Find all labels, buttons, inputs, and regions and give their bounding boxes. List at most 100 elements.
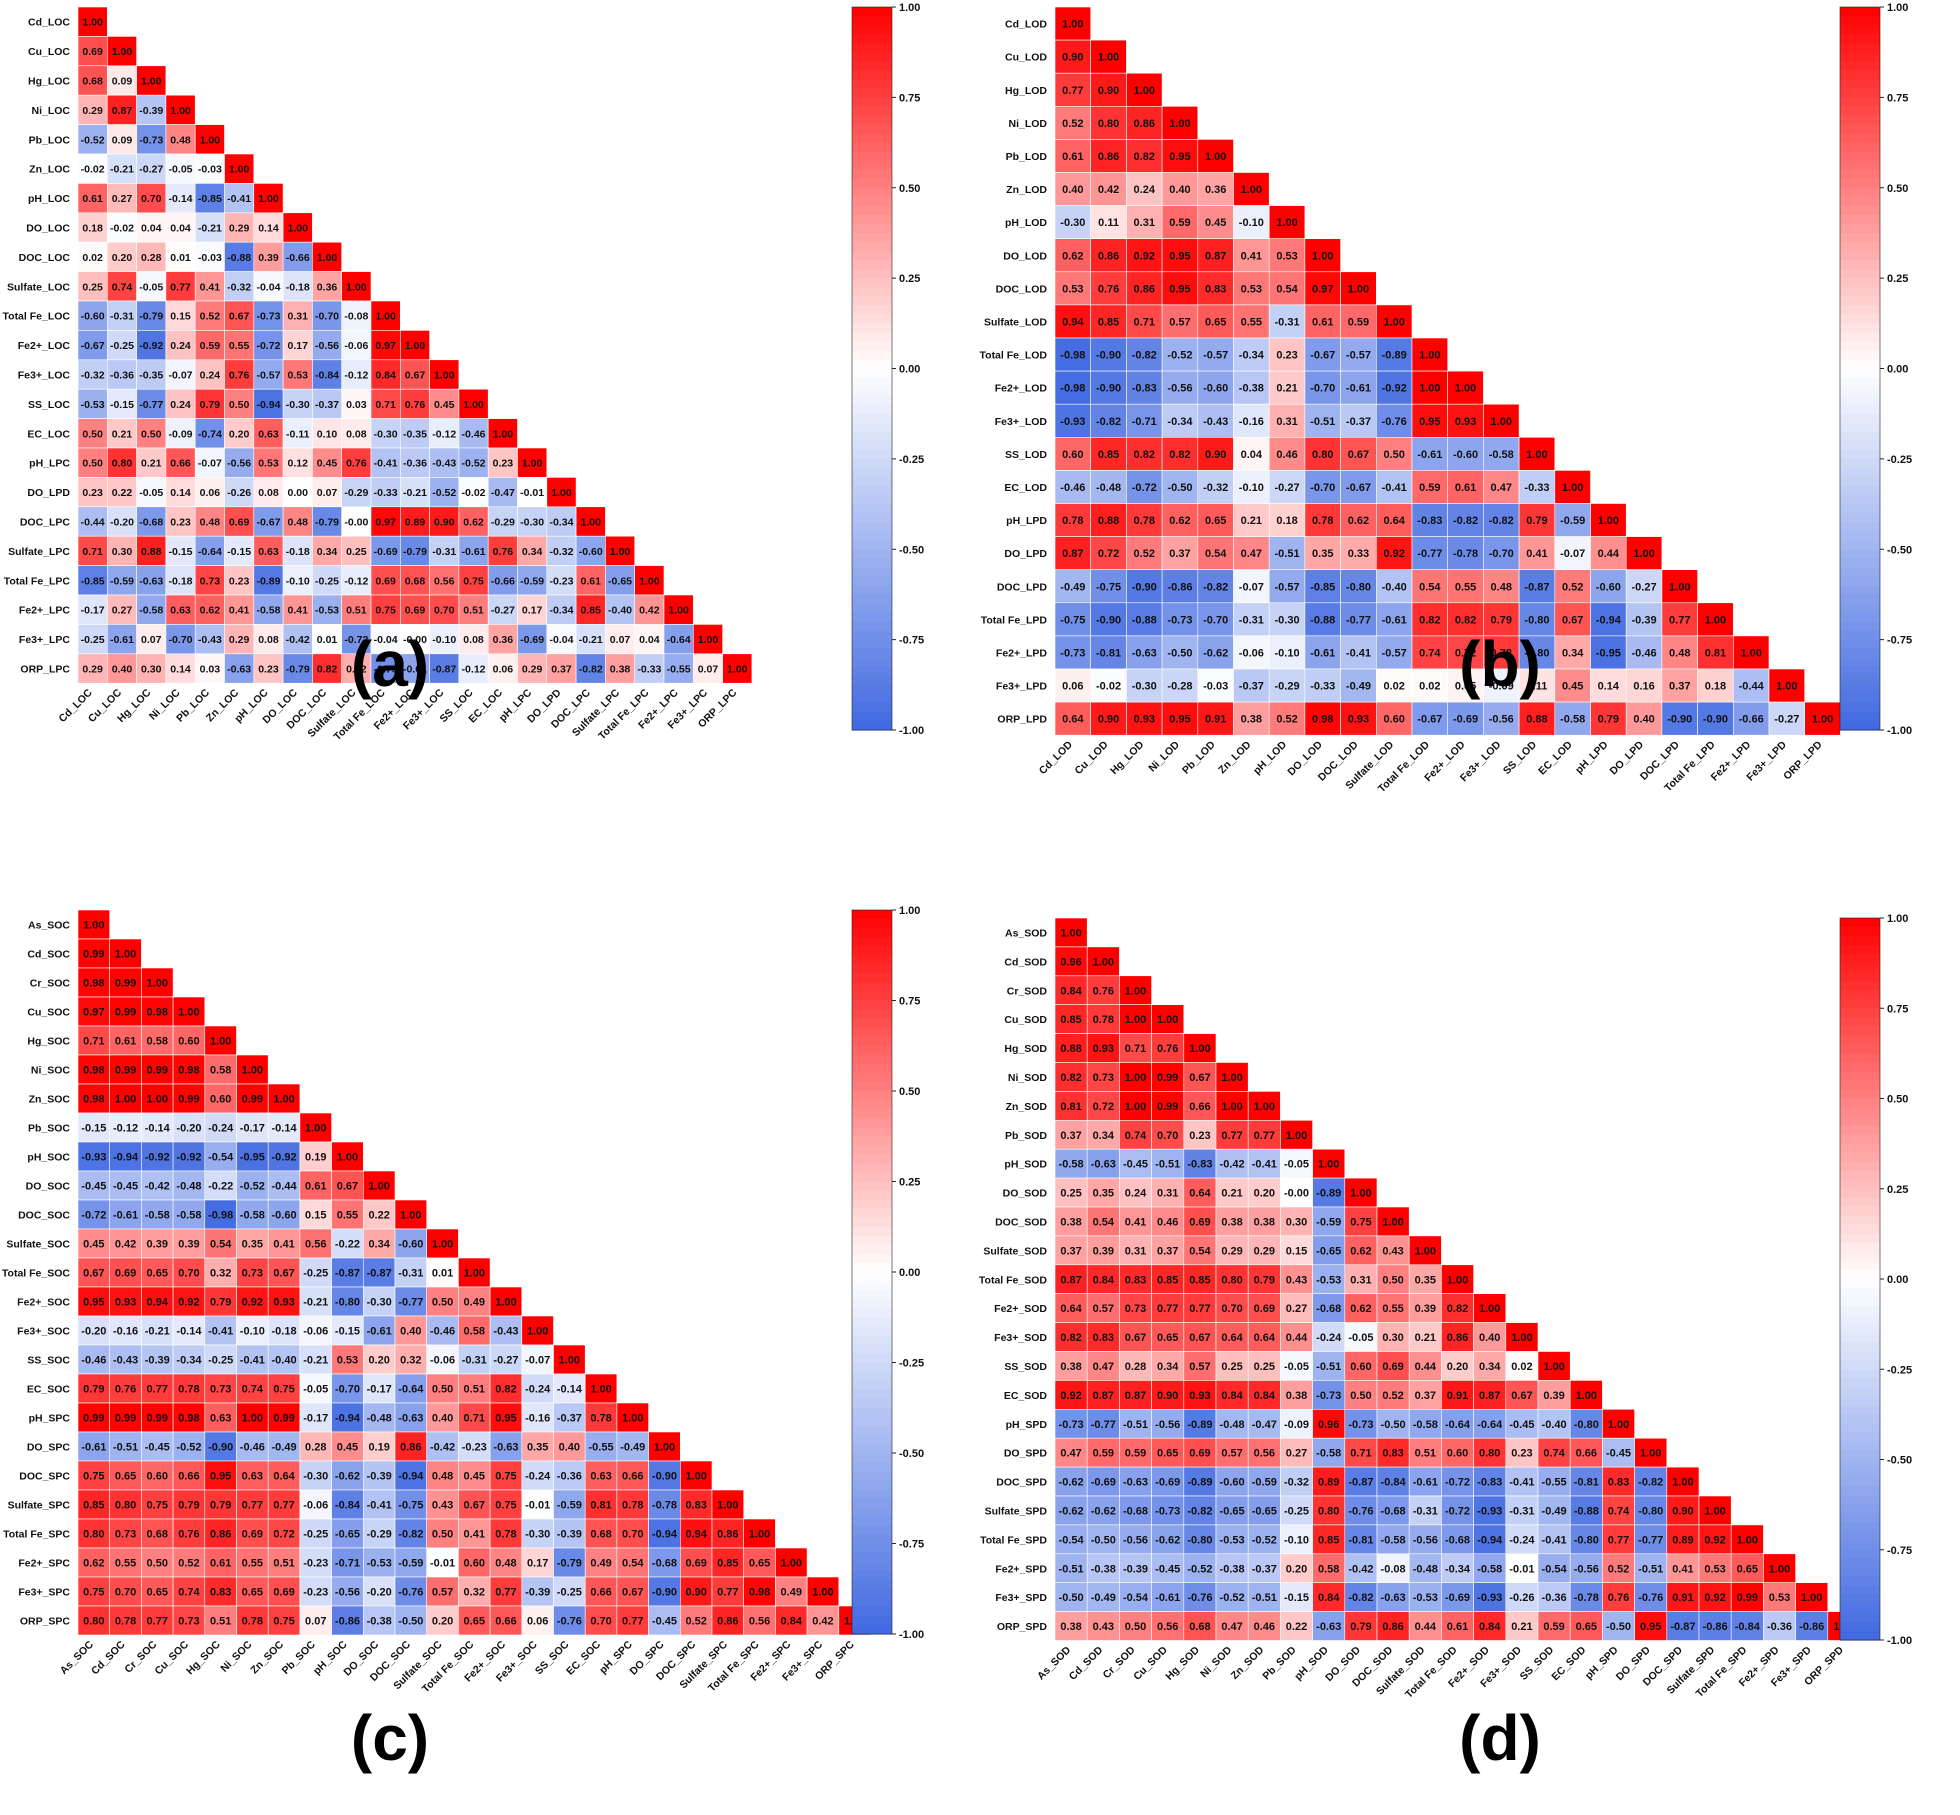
colorbar-segment <box>852 1471 892 1481</box>
cell-value-label: -0.90 <box>1096 383 1121 395</box>
colorbar-segment <box>1840 70 1880 80</box>
colorbar-segment <box>852 1453 892 1463</box>
cell-value-label: 0.65 <box>115 1471 136 1483</box>
colorbar-tick-label: 0.25 <box>899 1177 920 1189</box>
cell-value-label: 0.68 <box>82 76 103 88</box>
cell-value-label: 0.82 <box>1419 614 1440 626</box>
colorbar-segment <box>852 1027 892 1038</box>
cell-value-label: 0.56 <box>305 1239 326 1251</box>
cell-value-label: -0.05 <box>1348 1332 1373 1344</box>
colorbar-segment <box>1840 1260 1880 1271</box>
cell-value-label: 0.21 <box>1276 383 1297 395</box>
cell-value-label: -0.31 <box>1509 1505 1534 1517</box>
cell-value-label: -0.24 <box>525 1384 551 1396</box>
cell-value-label: -0.56 <box>227 458 251 470</box>
x-tick-label: Ni_LOD <box>1146 739 1182 775</box>
cell-value-label: 0.52 <box>1062 118 1083 130</box>
cell-value-label: -0.05 <box>1284 1159 1309 1171</box>
cell-value-label: -0.69 <box>1445 1592 1470 1604</box>
cell-value-label: -0.69 <box>1453 714 1478 726</box>
cell-value-label: 0.02 <box>1419 681 1440 693</box>
colorbar-segment <box>852 1534 892 1545</box>
cell-value-label: -0.64 <box>1445 1419 1471 1431</box>
colorbar-tick-label: 1.00 <box>1887 913 1908 925</box>
cell-value-label: 1.00 <box>1543 1361 1564 1373</box>
cell-value-label: 0.73 <box>1093 1072 1114 1084</box>
cell-value-label: -0.37 <box>1239 681 1264 693</box>
cell-value-label: -0.70 <box>335 1384 360 1396</box>
cell-value-label: 0.28 <box>141 252 162 264</box>
cell-value-label: 0.27 <box>112 193 133 205</box>
cell-value-label: 0.80 <box>112 458 133 470</box>
cell-value-label: -0.20 <box>176 1123 201 1135</box>
colorbar-segment <box>1840 684 1880 695</box>
cell-value-label: 0.71 <box>83 1036 104 1048</box>
colorbar-segment <box>1840 1603 1880 1614</box>
colorbar-segment <box>852 142 892 153</box>
cell-value-label: 0.06 <box>200 487 221 499</box>
cell-value-label: 0.71 <box>464 1413 485 1425</box>
cell-value-label: 0.29 <box>1221 1245 1242 1257</box>
cell-value-label: -0.61 <box>367 1326 392 1338</box>
cell-value-label: 0.34 <box>522 546 543 558</box>
cell-value-label: 0.47 <box>1060 1448 1081 1460</box>
heatmap-cell <box>77 36 108 67</box>
cell-value-label: -0.72 <box>1132 482 1157 494</box>
cell-value-label: -0.59 <box>1316 1216 1341 1228</box>
cell-value-label: 0.07 <box>317 487 338 499</box>
cell-value-label: -0.25 <box>110 340 134 352</box>
colorbar-segment <box>852 1462 892 1472</box>
colorbar-segment <box>1840 1558 1880 1569</box>
cell-value-label: -0.94 <box>1596 614 1622 626</box>
cell-value-label: 0.77 <box>242 1500 263 1512</box>
colorbar-segment <box>852 1371 892 1382</box>
cell-value-label: 0.67 <box>1348 449 1369 461</box>
cell-value-label: 0.77 <box>1669 614 1690 626</box>
cell-value-label: 0.83 <box>1205 283 1226 295</box>
cell-value-label: -0.07 <box>1239 581 1264 593</box>
cell-value-label: -0.47 <box>1252 1419 1277 1431</box>
cell-value-label: 0.62 <box>83 1558 104 1570</box>
cell-value-label: 0.64 <box>1060 1303 1082 1315</box>
cell-value-label: -0.45 <box>81 1181 106 1193</box>
colorbar-segment <box>1840 1315 1880 1325</box>
cell-value-label: 0.49 <box>590 1558 611 1570</box>
cell-value-label: 0.01 <box>432 1268 453 1280</box>
x-tick-label: Hg_SOD <box>1163 1644 1202 1683</box>
colorbar-segment <box>1840 395 1880 406</box>
cell-value-label: 0.30 <box>1382 1332 1403 1344</box>
cell-value-label: 0.92 <box>1383 548 1404 560</box>
cell-value-label: -0.70 <box>315 311 339 323</box>
cell-value-label: -0.21 <box>198 223 222 235</box>
colorbar-segment <box>1840 431 1880 442</box>
colorbar-segment <box>1840 1360 1880 1370</box>
colorbar-segment <box>1840 1279 1880 1289</box>
cell-value-label: 0.47 <box>1491 482 1512 494</box>
y-tick-label: Sulfate_LOC <box>7 281 70 293</box>
y-tick-label: DOC_LPD <box>997 581 1048 593</box>
cell-value-label: -0.60 <box>579 546 603 558</box>
cell-value-label: 0.50 <box>1350 1390 1371 1402</box>
colorbar-segment <box>852 260 892 270</box>
cell-value-label: 0.55 <box>1382 1303 1403 1315</box>
cell-value-label: 0.48 <box>288 517 309 529</box>
cell-value-label: -0.58 <box>1477 1563 1502 1575</box>
cell-value-label: 0.41 <box>288 605 309 617</box>
cell-value-label: 0.58 <box>210 1065 231 1077</box>
cell-value-label: 1.00 <box>141 76 162 88</box>
cell-value-label: -0.30 <box>374 428 398 440</box>
cell-value-label: -0.44 <box>81 517 105 529</box>
cell-value-label: 0.85 <box>1318 1534 1339 1546</box>
cell-value-label: -0.81 <box>1096 647 1121 659</box>
cell-value-label: 0.90 <box>1205 449 1226 461</box>
colorbar-segment <box>852 955 892 965</box>
colorbar-segment <box>1840 1333 1880 1343</box>
cell-value-label: 0.45 <box>434 399 455 411</box>
cell-value-label: 1.00 <box>1672 1477 1693 1489</box>
cell-value-label: 0.86 <box>1134 118 1155 130</box>
cell-value-label: -0.41 <box>367 1500 392 1512</box>
cell-value-label: -0.24 <box>525 1471 551 1483</box>
y-tick-label: Total Fe_LPD <box>981 614 1048 626</box>
cell-value-label: 0.85 <box>83 1500 104 1512</box>
cell-value-label: -0.89 <box>1382 350 1407 362</box>
